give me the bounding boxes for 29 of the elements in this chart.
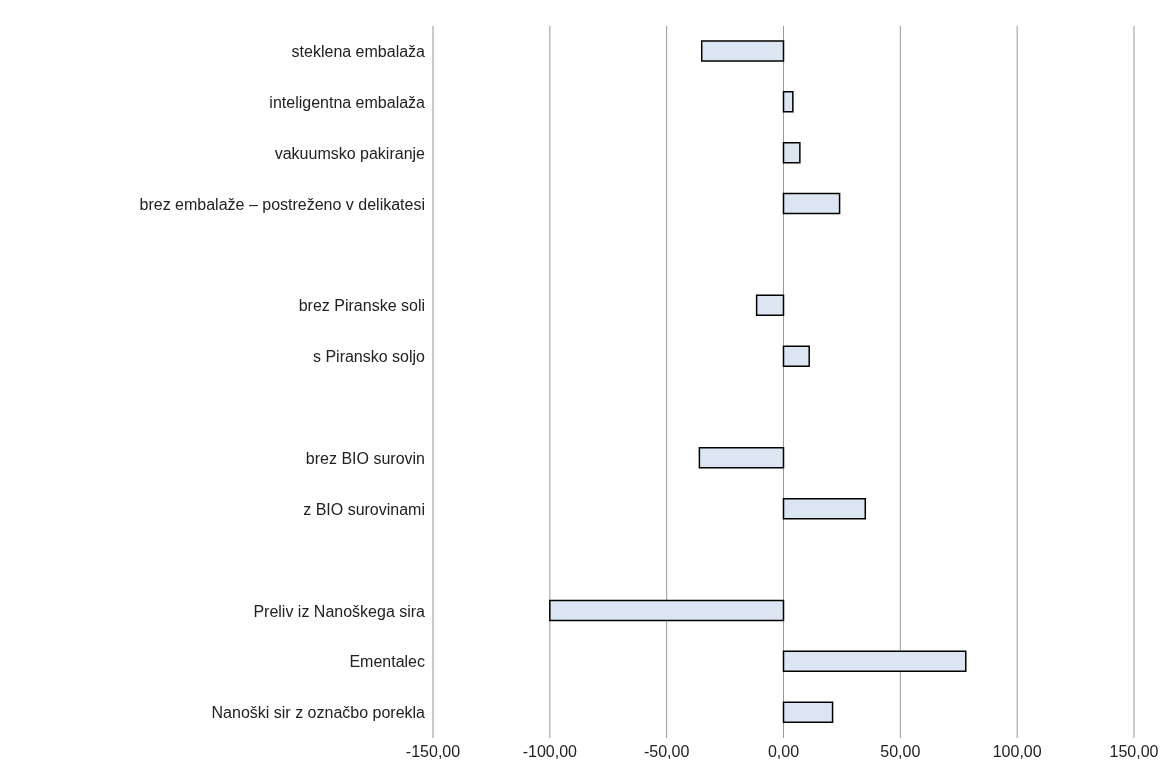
x-tick-label: -100,00 (522, 743, 578, 761)
x-tick-label: 0,00 (767, 743, 800, 761)
bar (782, 141, 801, 164)
bar (782, 345, 810, 367)
bar (782, 91, 794, 113)
bar (782, 497, 867, 520)
bar (698, 447, 785, 469)
bar (782, 192, 841, 215)
x-tick-label: 50,00 (880, 743, 921, 761)
bar (700, 40, 785, 62)
y-tick-label: z BIO surovinami (303, 500, 425, 518)
x-tick-label: 100,00 (992, 743, 1042, 761)
y-tick-label: Preliv iz Nanoškega sira (253, 602, 426, 620)
y-tick-label: brez Piranske soli (298, 297, 425, 315)
x-tick-label: 150,00 (1109, 743, 1159, 761)
bar (782, 650, 967, 673)
y-tick-label: Ementalec (349, 653, 425, 671)
y-tick-label: brez embalaže – postreženo v delikatesi (139, 195, 425, 213)
bar (549, 599, 785, 622)
y-tick-label: steklena embalaža (291, 43, 426, 61)
y-tick-label: brez BIO surovin (305, 449, 425, 467)
y-tick-label: vakuumsko pakiranje (274, 144, 426, 162)
x-tick-label: -150,00 (405, 743, 461, 761)
y-tick-label: inteligentna embalaža (269, 93, 426, 111)
y-tick-label: s Piransko soljo (312, 348, 426, 366)
y-tick-label: Nanoški sir z označbo porekla (211, 704, 426, 722)
bar (782, 701, 834, 723)
bar (755, 294, 785, 317)
x-tick-label: -50,00 (643, 743, 690, 761)
